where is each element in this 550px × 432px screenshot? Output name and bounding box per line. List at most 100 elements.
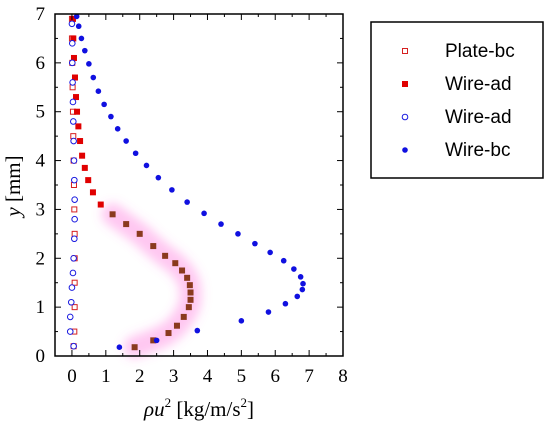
data-point [68,284,76,291]
x-axis-title-unit-exp: 2 [241,395,248,410]
x-axis-title-var: ρu [143,397,165,421]
data-point [71,304,78,311]
legend-label: Plate-bc [445,41,515,62]
data-point [165,330,172,337]
data-point [70,35,77,42]
legend-entry: Plate-bc [402,41,515,62]
y-tick-label: 3 [36,199,46,220]
data-point [282,300,289,307]
legend-marker [402,147,408,153]
data-point [78,35,85,42]
data-point [179,267,186,274]
data-point [69,118,77,125]
x-tick-label: 6 [270,366,280,387]
x-tick-label: 4 [203,366,213,387]
data-point [155,174,162,181]
data-point [67,298,75,306]
y-tick-label: 7 [36,4,46,25]
data-point [68,59,76,67]
x-axis-title-exp: 2 [165,395,172,410]
data-point [71,215,78,223]
x-tick-label: 3 [169,366,179,387]
data-point [90,74,97,81]
data-point [71,176,78,184]
data-point [75,23,82,30]
data-point [70,137,77,145]
x-tick-label: 2 [135,366,145,387]
data-point [153,337,160,344]
data-point [85,177,92,184]
legend-entry: Wire-bc [402,140,510,161]
series-wire-bc-3 [73,13,306,351]
data-point [69,98,77,106]
data-point [136,230,143,237]
data-point [95,88,102,94]
data-point [299,286,306,293]
data-point [114,126,121,132]
data-point [252,240,258,247]
data-point [132,150,139,157]
axes-layer: 0 1 2 3 4 5 6 7 8 0 1 2 3 4 5 6 7 [36,4,348,387]
y-tick-label: 2 [36,248,46,269]
data-point [71,235,78,243]
data-point [74,108,81,115]
x-tick-label: 1 [101,366,111,387]
x-tick-label: 0 [67,366,77,387]
data-point [187,296,194,303]
legend-marker [401,113,409,121]
y-tick-label: 5 [36,102,46,123]
data-point [86,61,92,67]
data-point [101,101,107,108]
data-point [123,138,129,144]
data-point [68,40,76,47]
data-point [162,252,169,259]
data-point [184,199,190,205]
data-point [71,279,78,286]
data-point [66,313,74,321]
series-wire-ad-2 [66,20,78,350]
data-point [150,243,157,250]
data-point [173,322,180,329]
data-point [82,47,88,54]
legend: Plate-bc Wire-ad Wire-ad Wire-bc [401,41,515,161]
legend-entry: Wire-ad [402,74,512,95]
data-point [235,231,241,237]
data-point [297,274,304,280]
y-axis-title: y [mm] [1,155,25,218]
series-wire-ad-1 [69,15,194,351]
legend-entry: Wire-ad [401,107,512,128]
y-axis-title-var: y [1,207,25,219]
data-point [69,269,77,277]
data-point [131,344,138,351]
data-point [169,187,175,193]
data-point [70,54,77,61]
data-point [79,152,86,159]
data-point [75,123,82,130]
data-point [180,313,187,320]
data-point [187,289,194,296]
data-point [123,221,130,228]
data-point [143,162,150,169]
data-point [184,274,191,281]
x-tick-label: 8 [338,366,348,387]
x-tick-label: 5 [237,366,247,387]
data-point [77,138,84,145]
data-point [218,221,224,227]
y-axis-title-unit: [mm] [1,155,25,207]
data-point [291,266,297,272]
legend-label: Wire-ad [445,74,512,95]
data-point [185,304,192,311]
data-point [71,74,78,81]
x-tick-label: 7 [304,366,314,387]
data-point [68,20,76,28]
data-point [73,94,80,101]
x-axis-title-unit: [kg/m/s [171,397,240,421]
data-point [71,206,78,213]
data-point [294,293,301,300]
data-point [186,282,193,289]
data-point [201,210,207,217]
data-point [97,201,104,208]
data-point [70,342,77,350]
data-point [194,327,201,334]
